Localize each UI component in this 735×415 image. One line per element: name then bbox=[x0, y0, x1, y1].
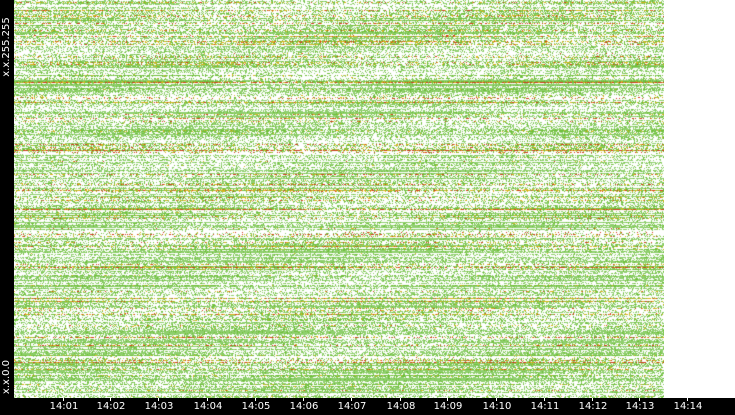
heatmap-plot bbox=[14, 0, 664, 398]
x-tick-label: 14:10 bbox=[475, 398, 519, 415]
x-tick-label: 14:06 bbox=[282, 398, 326, 415]
x-tick-label: 14:02 bbox=[89, 398, 133, 415]
x-axis: 14:01 14:02 14:03 14:04 14:05 14:06 14:0… bbox=[0, 398, 735, 415]
x-tick-label: 14:11 bbox=[523, 398, 567, 415]
y-axis: x.x.255.255 x.x.0.0 bbox=[0, 0, 14, 415]
x-tick-label: 14:04 bbox=[186, 398, 230, 415]
x-tick-label: 14:09 bbox=[426, 398, 470, 415]
x-tick-label: 14:08 bbox=[379, 398, 423, 415]
x-tick-label: 14:03 bbox=[137, 398, 181, 415]
x-tick-label: 14:01 bbox=[42, 398, 86, 415]
x-tick-label: 14:13 bbox=[618, 398, 662, 415]
x-tick-label: 14:12 bbox=[571, 398, 615, 415]
heatmap-canvas bbox=[14, 0, 664, 398]
x-tick-label: 14:14 bbox=[666, 398, 710, 415]
y-label-top: x.x.255.255 bbox=[1, 17, 12, 77]
x-tick-label: 14:05 bbox=[234, 398, 278, 415]
x-tick-label: 14:07 bbox=[330, 398, 374, 415]
